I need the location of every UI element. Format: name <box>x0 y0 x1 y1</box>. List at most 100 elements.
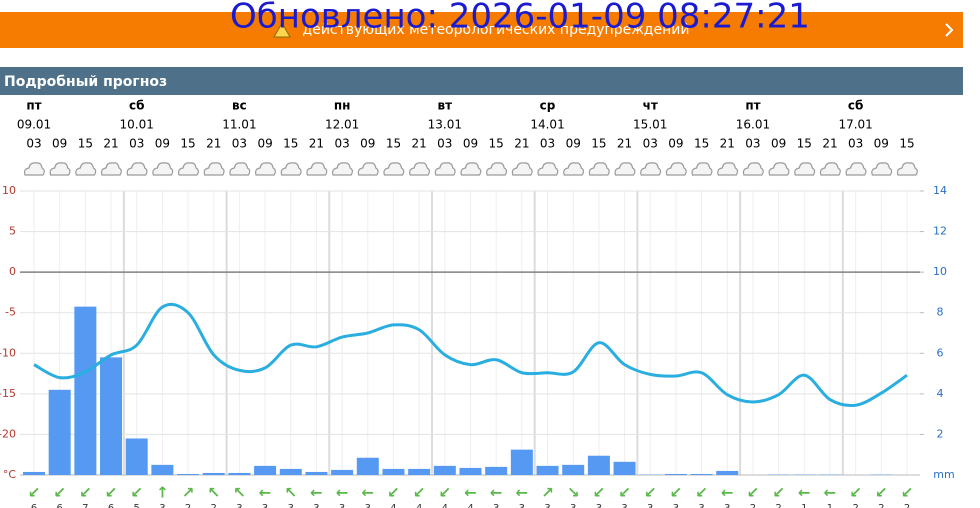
update-stamp: Обновлено: 2026-01-09 08:27:21 <box>230 0 810 37</box>
weather-icon <box>75 162 97 176</box>
precip-bar <box>74 306 97 475</box>
y2-tick-label: 8 <box>937 306 944 319</box>
wind-arrow: ← <box>259 484 272 502</box>
weather-icon <box>229 162 251 176</box>
hour-label: 03 <box>334 137 349 151</box>
precip-bar <box>664 473 687 475</box>
y-tick-label: -5 <box>5 306 16 319</box>
precip-bar <box>587 455 610 475</box>
y-tick-label: 0 <box>9 265 16 278</box>
y2-tick-label: 4 <box>937 387 944 400</box>
hour-label: 03 <box>540 137 555 151</box>
y-unit: °C <box>3 468 17 481</box>
precip-bar <box>100 357 123 475</box>
hour-label: 03 <box>129 137 144 151</box>
wind-arrow: ↙ <box>105 484 118 502</box>
wind-speed: 4 <box>442 503 448 508</box>
day-date: 10.01 <box>120 118 154 132</box>
precip-bar <box>125 438 148 475</box>
wind-speed: 3 <box>698 503 704 508</box>
cloud <box>75 162 97 176</box>
precip-bar <box>331 469 354 475</box>
warning-icon <box>273 21 291 38</box>
wind-speed: 3 <box>493 503 499 508</box>
weather-icon <box>306 162 328 176</box>
weather-icon <box>563 162 585 176</box>
wind-arrow: ↖ <box>233 484 246 502</box>
precip-bar <box>613 461 636 475</box>
wind-speed: 3 <box>673 503 679 508</box>
weather-icon <box>845 162 867 176</box>
weather-icon <box>486 162 508 176</box>
day-date: 09.01 <box>17 118 51 132</box>
wind-speed: 3 <box>365 503 371 508</box>
hour-label: 09 <box>52 137 67 151</box>
day-date: 17.01 <box>838 118 872 132</box>
wind-speed: 2 <box>750 503 756 508</box>
marks <box>23 302 908 475</box>
weather-icon <box>152 162 174 176</box>
hour-label: 15 <box>489 137 504 151</box>
wind-speed: 2 <box>211 503 217 508</box>
weather-icon <box>126 162 148 176</box>
y-tick-label: 10 <box>2 184 16 197</box>
precip-bar <box>177 473 200 475</box>
hour-label: 03 <box>437 137 452 151</box>
day-name: вт <box>438 99 453 113</box>
wind-speed: 3 <box>544 503 550 508</box>
weather-icon <box>717 162 739 176</box>
weather-icon <box>691 162 713 176</box>
hour-label: 15 <box>797 137 812 151</box>
wind-speed: 1 <box>801 503 807 508</box>
hour-label: 21 <box>309 137 324 151</box>
wind-speed: 3 <box>288 503 294 508</box>
cloud <box>383 162 405 176</box>
wind-speed: 6 <box>31 503 37 508</box>
precip-bar <box>690 473 713 475</box>
wind-speed: 3 <box>339 503 345 508</box>
cloud <box>306 162 328 176</box>
cloud <box>409 162 431 176</box>
hour-label: 21 <box>617 137 632 151</box>
warning-banner[interactable] <box>0 12 963 48</box>
wind-speed: 3 <box>236 503 242 508</box>
weather-icon <box>896 162 918 176</box>
banner-arrow[interactable] <box>945 23 954 37</box>
hour-label: 21 <box>514 137 529 151</box>
hour-label: 15 <box>283 137 298 151</box>
hour-label: 09 <box>360 137 375 151</box>
hour-label: 03 <box>232 137 247 151</box>
hour-label: 03 <box>745 137 760 151</box>
wind-arrow: ← <box>490 484 503 502</box>
hour-label: 15 <box>78 137 93 151</box>
wind-speed: 3 <box>724 503 730 508</box>
precip-bar <box>382 468 405 475</box>
cloud <box>742 162 764 176</box>
day-name: чт <box>643 99 658 113</box>
weather-icon <box>511 162 533 176</box>
day-name: сб <box>848 99 864 113</box>
wind-arrow: ↙ <box>79 484 92 502</box>
cloud <box>691 162 713 176</box>
hour-label: 15 <box>591 137 606 151</box>
weather-icon <box>409 162 431 176</box>
cloud <box>665 162 687 176</box>
wind-speed: 6 <box>56 503 62 508</box>
y2-tick-label: 12 <box>933 225 947 238</box>
cloud <box>23 162 45 176</box>
weather-icon <box>871 162 893 176</box>
cloud <box>717 162 739 176</box>
weather-icon <box>177 162 199 176</box>
weather-icon <box>819 162 841 176</box>
hour-label: 21 <box>720 137 735 151</box>
section-title: Подробный прогноз <box>4 74 167 90</box>
wind-arrow: ← <box>824 484 837 502</box>
hour-label: 15 <box>899 137 914 151</box>
precip-bar <box>408 468 431 475</box>
hour-label: 21 <box>206 137 221 151</box>
wind-speed: 4 <box>416 503 422 508</box>
weather-icon <box>794 162 816 176</box>
wind-speed: 2 <box>904 503 910 508</box>
